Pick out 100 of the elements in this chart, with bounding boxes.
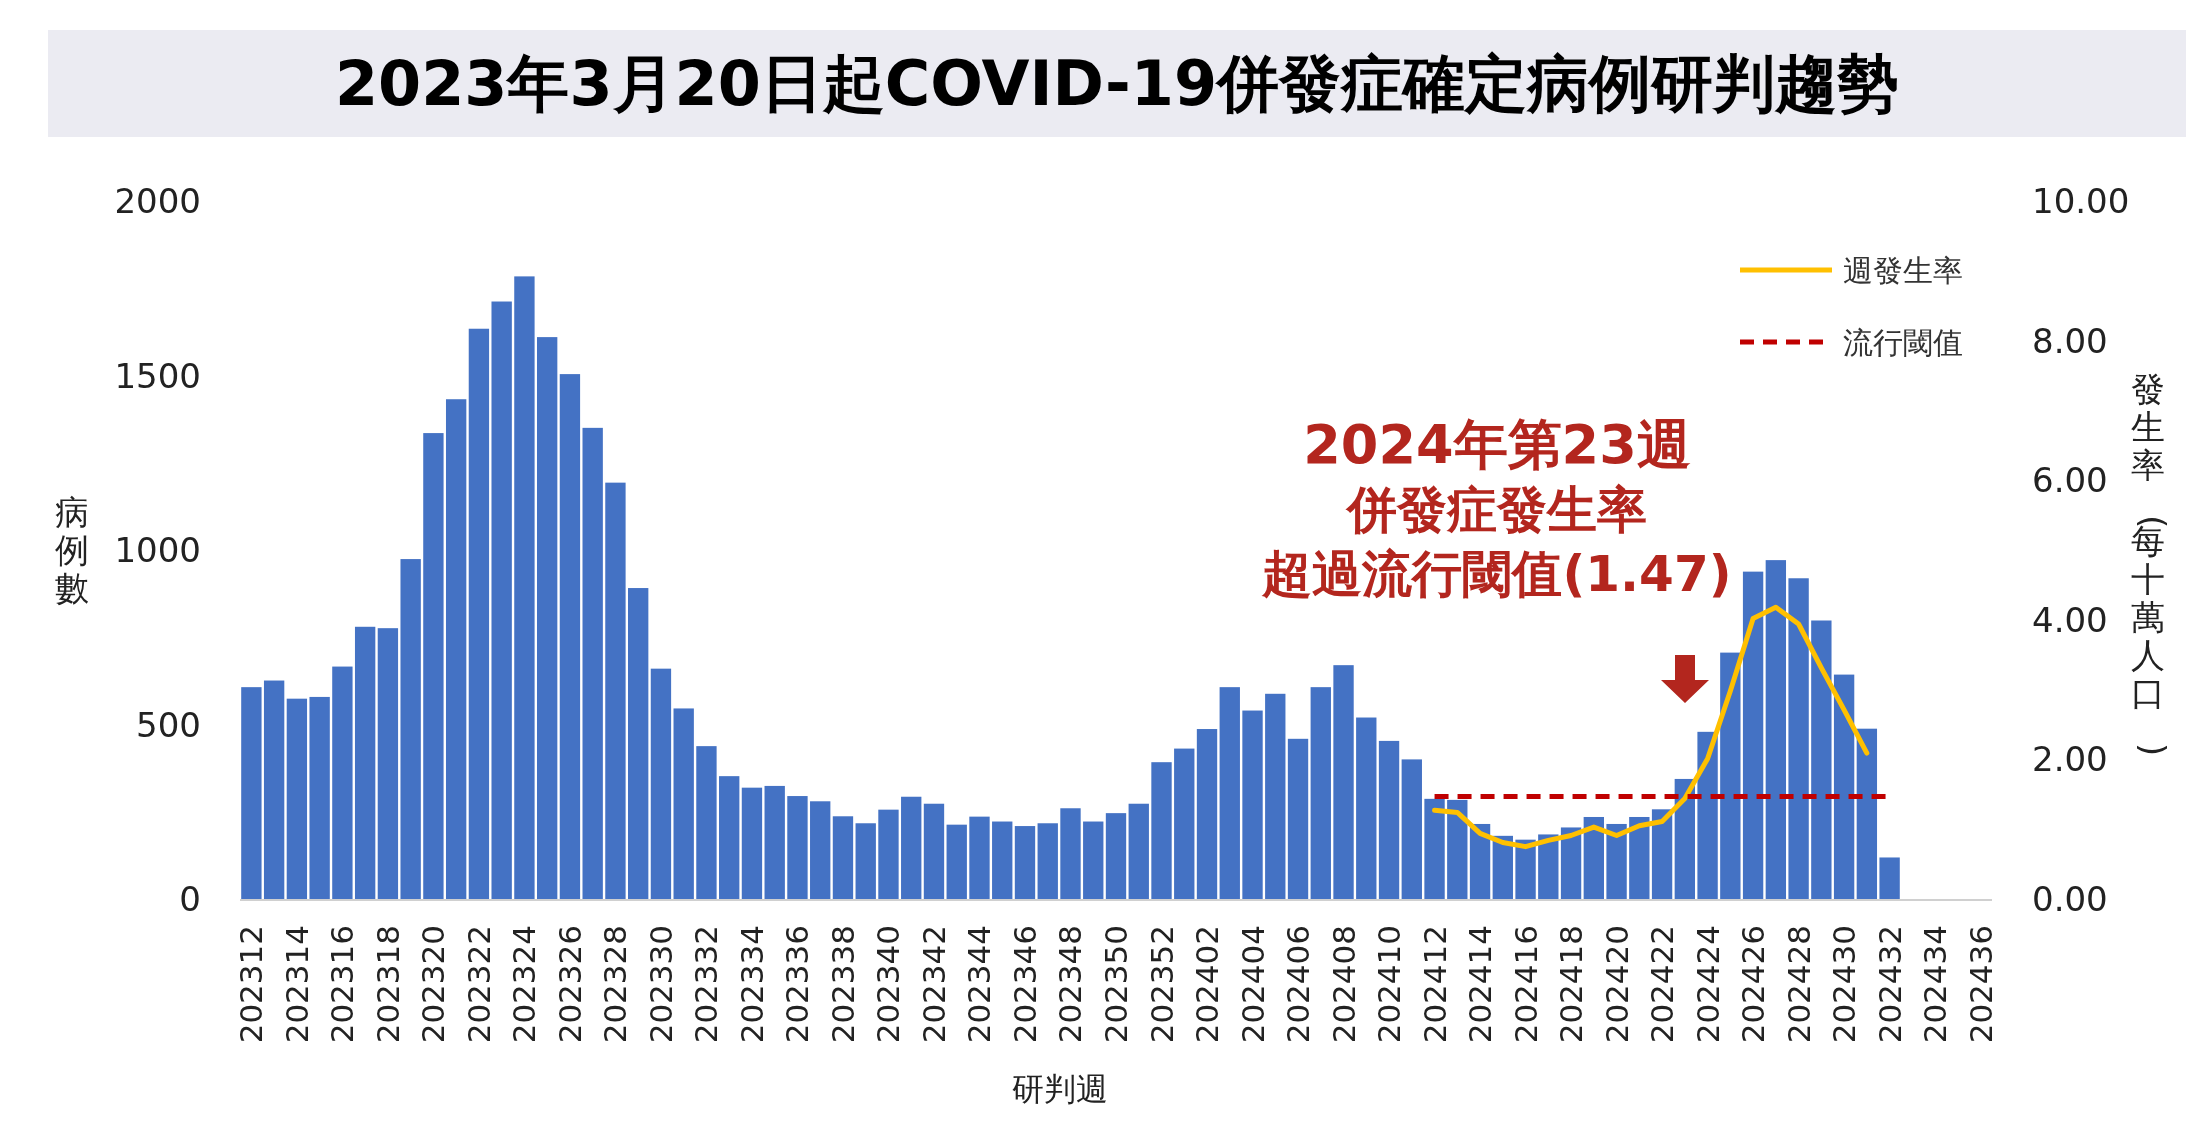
bar xyxy=(855,823,876,899)
bar xyxy=(1720,652,1741,899)
y-tick-label: 500 xyxy=(136,704,201,745)
x-tick-label: 202418 xyxy=(1553,925,1590,1044)
bar xyxy=(1219,687,1240,899)
bar xyxy=(810,801,831,899)
x-tick-label: 202410 xyxy=(1371,925,1408,1044)
bar xyxy=(263,680,285,899)
bar xyxy=(536,337,558,899)
bar xyxy=(1469,823,1491,899)
text: 發生率(每十萬人口) xyxy=(2131,369,2174,757)
annotation: 併發症發生率 xyxy=(1345,481,1647,539)
bar xyxy=(1765,560,1787,899)
bar xyxy=(1811,620,1832,899)
bar xyxy=(1174,748,1195,899)
x-tick-label: 202416 xyxy=(1507,925,1544,1044)
x-tick-label: 202332 xyxy=(688,925,725,1044)
bar xyxy=(1492,835,1513,899)
bar xyxy=(1128,803,1149,899)
x-tick-label: 202348 xyxy=(1052,925,1089,1044)
x-tick-label: 202420 xyxy=(1598,925,1635,1044)
bar xyxy=(241,687,262,899)
y2-tick-label: 10.00 xyxy=(2032,181,2130,221)
bar xyxy=(1651,809,1673,899)
y-tick-label: 2000 xyxy=(114,181,201,221)
bar xyxy=(719,776,740,899)
x-tick-label: 202436 xyxy=(1962,925,1999,1044)
bar xyxy=(741,787,763,899)
y2-tick-label: 6.00 xyxy=(2032,460,2108,501)
y-axis-title: 病例數 xyxy=(55,492,89,608)
bar xyxy=(559,374,581,899)
x-tick-label: 202428 xyxy=(1780,925,1817,1044)
bar xyxy=(832,816,854,899)
x-tick-label: 202328 xyxy=(597,925,634,1044)
annotation: 超過流行閾值(1.47) xyxy=(1261,545,1732,603)
x-tick-label: 202434 xyxy=(1917,925,1954,1044)
bar xyxy=(1287,738,1309,899)
bar xyxy=(400,559,421,899)
bar xyxy=(696,746,717,899)
bar xyxy=(1196,729,1218,899)
x-tick-label: 202408 xyxy=(1325,925,1362,1044)
x-tick-label: 202350 xyxy=(1098,925,1134,1044)
bar xyxy=(1515,839,1536,899)
x-tick-label: 202312 xyxy=(233,925,270,1044)
annotation: 2024年第23週 xyxy=(1303,413,1691,476)
bar xyxy=(491,301,512,899)
x-tick-label: 202330 xyxy=(642,925,679,1044)
bar xyxy=(1583,816,1604,899)
x-tick-label: 202316 xyxy=(324,925,361,1044)
x-tick-label: 202432 xyxy=(1871,925,1908,1044)
bar xyxy=(1265,693,1286,899)
bar xyxy=(377,628,399,899)
x-tick-label: 202338 xyxy=(824,925,861,1044)
x-tick-label: 202322 xyxy=(460,925,497,1044)
x-tick-label: 202346 xyxy=(1006,925,1043,1044)
x-tick-label: 202344 xyxy=(961,925,998,1044)
bar xyxy=(1356,717,1377,899)
x-tick-label: 202422 xyxy=(1644,925,1681,1044)
bar xyxy=(332,666,353,899)
bar xyxy=(992,821,1013,899)
bar xyxy=(1560,827,1582,899)
bar xyxy=(787,796,808,899)
y2-tick-label: 8.00 xyxy=(2032,320,2108,361)
x-axis-title: 研判週 xyxy=(1012,1070,1108,1108)
x-tick-label: 202402 xyxy=(1189,925,1226,1044)
x-tick-label: 202426 xyxy=(1735,925,1772,1044)
x-tick-label: 202404 xyxy=(1234,925,1271,1044)
bar xyxy=(1788,578,1809,899)
x-tick-label: 202412 xyxy=(1416,925,1453,1044)
y2-tick-label: 4.00 xyxy=(2032,599,2108,640)
bar xyxy=(423,433,444,899)
x-tick-label: 202320 xyxy=(415,925,452,1044)
bar xyxy=(1083,821,1104,899)
x-tick-label: 202326 xyxy=(551,925,588,1044)
bar xyxy=(1833,674,1855,899)
bar xyxy=(1105,813,1127,899)
bar xyxy=(605,482,626,899)
bar xyxy=(878,809,899,899)
legend-label: 週發生率 xyxy=(1843,253,1963,288)
x-tick-label: 202406 xyxy=(1280,925,1317,1044)
x-tick-label: 202352 xyxy=(1143,925,1180,1044)
x-tick-label: 202342 xyxy=(915,925,952,1044)
bar xyxy=(1242,710,1263,899)
chart-title: 2023年3月20日起COVID-19併發症確定病例研判趨勢 xyxy=(334,47,1900,120)
bar xyxy=(1447,799,1468,899)
bar xyxy=(1856,728,1878,899)
y-tick-label: 0 xyxy=(179,879,201,919)
bar xyxy=(354,626,376,899)
y2-tick-label: 0.00 xyxy=(2032,879,2108,919)
bar xyxy=(514,276,535,899)
bar xyxy=(1333,665,1354,899)
y-tick-label: 1500 xyxy=(114,355,201,396)
legend-label: 流行閾值 xyxy=(1843,325,1963,360)
bar xyxy=(1538,834,1559,899)
bar xyxy=(1037,823,1058,899)
x-tick-label: 202430 xyxy=(1826,925,1863,1044)
bar xyxy=(628,588,649,899)
bar xyxy=(1742,571,1764,899)
y-tick-label: 1000 xyxy=(114,530,201,570)
bar xyxy=(1424,798,1445,899)
